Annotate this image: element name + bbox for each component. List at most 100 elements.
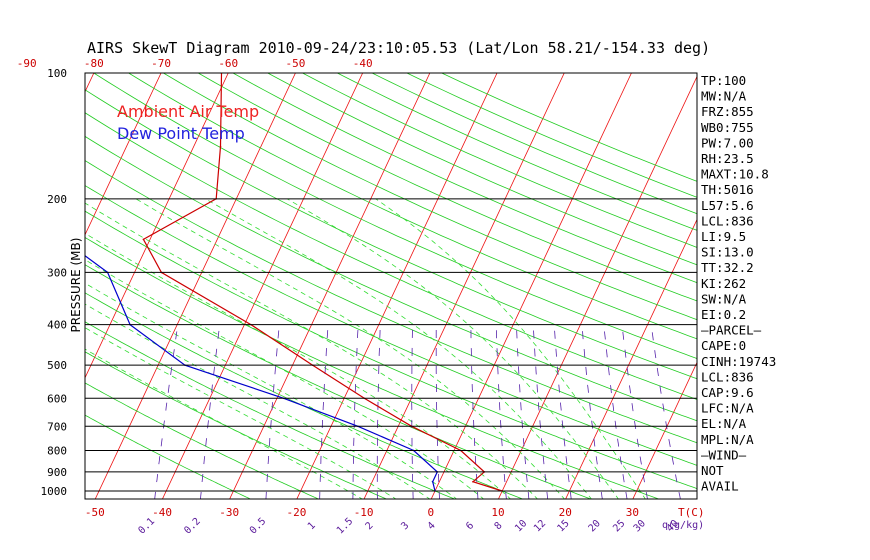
dry-adiabat-line: [85, 414, 252, 499]
moist-adiabat-line: [85, 348, 363, 499]
index-readout: LCL:836: [701, 369, 754, 384]
index-readout: CINH:19743: [701, 354, 776, 369]
index-readout: MAXT:10.8: [701, 167, 769, 182]
legend-air-temp: Ambient Air Temp: [117, 102, 259, 121]
dry-adiabat-line: [85, 135, 697, 422]
mixing-ratio-label: 12: [532, 518, 548, 534]
mixing-ratio-line: [265, 324, 280, 499]
mixing-ratio-label: 1: [306, 520, 318, 532]
chart-title: AIRS SkewT Diagram 2010-09-24/23:10:05.5…: [87, 39, 710, 57]
index-readout: WB0:755: [701, 120, 754, 135]
isotherm-line: [834, 73, 870, 500]
mixing-ratio-line: [581, 324, 603, 499]
mixing-ratio-label: 0.5: [248, 516, 269, 537]
moist-adiabat-line: [85, 232, 512, 499]
moist-adiabat-line: [85, 303, 431, 499]
isotherm-line: [497, 75, 697, 499]
pressure-tick-label: 900: [47, 466, 67, 479]
isotherm-line: [296, 73, 498, 499]
index-readout: PW:7.00: [701, 135, 754, 150]
isotherm-line: [229, 73, 431, 499]
index-readout: LCL:836: [701, 213, 754, 228]
index-readout: AVAIL: [701, 479, 739, 494]
mixing-ratio-label: 0.1: [137, 516, 158, 537]
air-temp-point: [219, 145, 222, 148]
isotherm-line: [767, 73, 870, 500]
bottom-temp-tick-label: -30: [219, 506, 239, 519]
index-readout: —WIND—: [701, 447, 747, 462]
bottom-temp-tick-label: 20: [559, 506, 572, 519]
dry-adiabat-line: [197, 73, 697, 302]
mixing-ratio-label: 30: [632, 518, 648, 534]
top-temp-tick-label: -70: [151, 57, 171, 70]
index-readout: KI:262: [701, 276, 746, 291]
dry-adiabat-line: [85, 89, 697, 380]
dry-adiabat-line: [85, 185, 697, 466]
bottom-temp-tick-label: -20: [286, 506, 306, 519]
moist-adiabat-line: [286, 198, 619, 499]
dew-point-point: [0, 198, 2, 200]
top-temp-tick-label: -60: [218, 57, 238, 70]
air-temp-point: [142, 238, 145, 241]
dry-adiabat-line: [85, 112, 697, 400]
mixing-ratio-label: 20: [587, 518, 603, 534]
mixing-ratio-line: [376, 324, 381, 499]
mixing-ratio-label: 3: [399, 520, 411, 532]
top-temp-tick-label: -80: [84, 57, 104, 70]
dew-point-point: [62, 239, 64, 241]
dry-adiabat-line: [266, 73, 697, 266]
bottom-temp-tick-label: -50: [85, 506, 105, 519]
dry-adiabat-line: [232, 73, 697, 284]
mixing-ratio-line: [411, 324, 414, 499]
index-readout: CAPE:0: [701, 338, 746, 353]
dry-adiabat-line: [162, 73, 697, 321]
dry-adiabat-line: [85, 160, 697, 444]
dry-adiabat-line: [127, 73, 697, 340]
index-readout: MPL:N/A: [701, 432, 754, 447]
isotherm-line: [85, 73, 162, 236]
isotherm-line: [94, 73, 296, 499]
isotherm-line: [0, 73, 27, 500]
index-readout: NOT: [701, 463, 724, 478]
mixing-ratio-line: [154, 324, 179, 499]
top-temp-tick-label: -90: [17, 57, 37, 70]
pressure-tick-label: 200: [47, 193, 67, 206]
pressure-tick-label: 800: [47, 444, 67, 457]
index-readout: L57:5.6: [701, 198, 754, 213]
dry-adiabat-line: [301, 73, 697, 248]
isotherm-line: [565, 218, 697, 499]
dry-adiabat-line: [336, 73, 697, 231]
mixing-ratio-line: [319, 324, 329, 499]
mixing-ratio-label: 8: [493, 520, 505, 532]
legend: Ambient Air Temp Dew Point Temp: [117, 102, 259, 143]
index-readout: SW:N/A: [701, 291, 747, 306]
mixing-ratio-label: 10: [513, 518, 529, 534]
index-readout: LFC:N/A: [701, 401, 754, 416]
index-readout: RH:23.5: [701, 151, 754, 166]
y-axis-label: PRESSURE (MB): [69, 238, 83, 333]
index-readout: TH:5016: [701, 182, 754, 197]
mixing-ratio-line: [553, 324, 572, 499]
pressure-tick-label: 100: [47, 67, 67, 80]
index-readout: EI:0.2: [701, 307, 746, 322]
index-readout: —PARCEL—: [701, 323, 762, 338]
plot-area: [0, 73, 870, 500]
moist-adiabat-line: [85, 202, 539, 499]
dew-point-point: [431, 480, 434, 483]
mixing-ratio-label: 0.2: [182, 516, 203, 537]
pressure-tick-label: 500: [47, 359, 67, 372]
dry-adiabat-line: [85, 382, 320, 499]
top-temp-tick-label: -40: [353, 57, 373, 70]
pressure-tick-label: 1000: [41, 485, 68, 498]
mixing-ratio-label: 15: [555, 518, 571, 534]
mixing-ratio-line: [495, 324, 507, 499]
dry-adiabat-line: [85, 237, 660, 499]
bottom-temp-tick-label: 0: [428, 506, 435, 519]
bottom-temp-tick-label: -10: [354, 506, 374, 519]
dry-adiabat-line: [93, 73, 697, 359]
bottom-temp-unit: T(C): [678, 506, 705, 519]
index-readout: TP:100: [701, 73, 746, 88]
mixing-ratio-line: [650, 324, 681, 499]
dry-adiabat-line: [85, 264, 592, 499]
